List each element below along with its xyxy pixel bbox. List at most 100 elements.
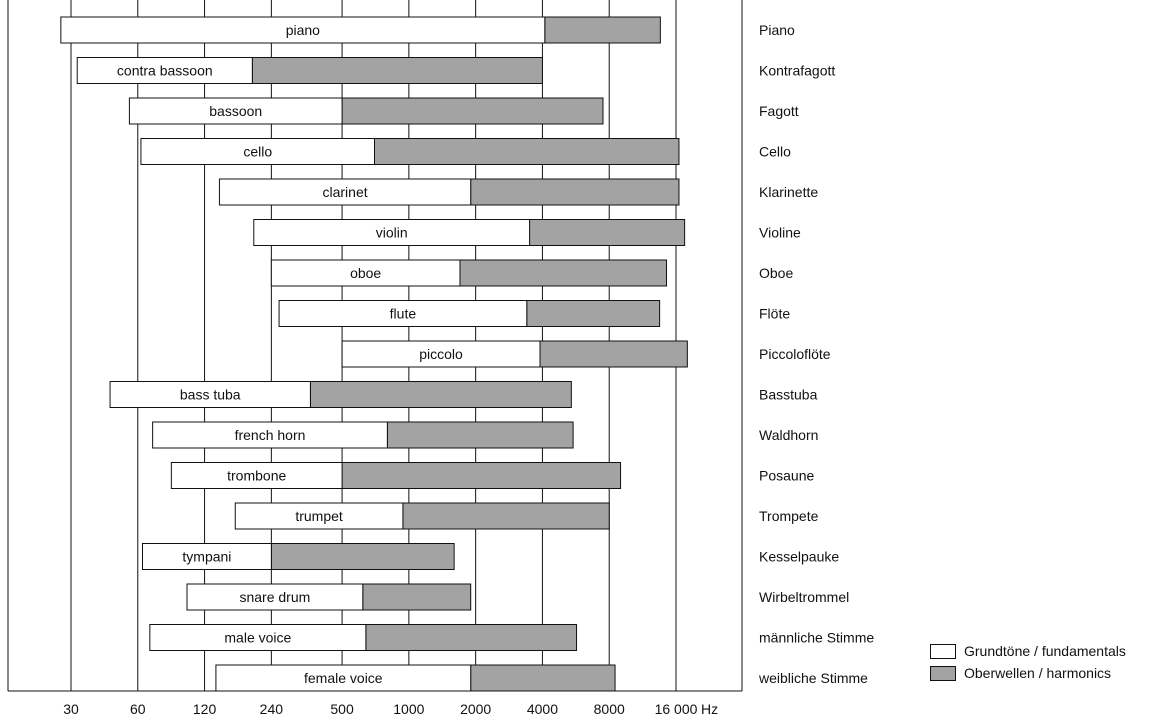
instrument-label-en: flute — [390, 306, 417, 322]
german-labels: Piano Kontrafagott Fagott Cello Klarinette Vi… — [758, 22, 874, 686]
instrument-label-en: trombone — [227, 468, 286, 484]
x-tick-label: 240 — [260, 701, 284, 717]
x-unit-label: Hz — [701, 701, 718, 717]
instrument-label-de: Oboe — [759, 265, 793, 281]
x-tick-label: 1000 — [393, 701, 424, 717]
fundamental-bar — [253, 219, 531, 246]
instrument-label-en: piano — [286, 22, 320, 38]
instrument-row: tympani — [141, 543, 455, 570]
instrument-label-de: Basstuba — [759, 387, 818, 403]
harmonics-bar — [539, 340, 688, 368]
instrument-row: flute — [278, 300, 661, 327]
harmonics-bar — [459, 259, 668, 287]
harmonics-bar — [251, 57, 543, 84]
instrument-label-en: cello — [243, 144, 272, 160]
fundamental-bar — [270, 259, 461, 287]
harmonics-bar — [362, 583, 472, 611]
instrument-row: trombone — [170, 462, 622, 489]
x-tick-label: 60 — [130, 701, 146, 717]
fundamental-bar — [141, 543, 272, 570]
instrument-row: bass tuba — [109, 381, 572, 408]
instrument-row: clarinet — [218, 178, 680, 206]
instrument-label-en: bassoon — [209, 103, 262, 119]
instrument-label-de: Kontrafagott — [759, 63, 835, 79]
fundamental-bar — [186, 583, 364, 611]
instrument-label-en: tympani — [182, 549, 231, 565]
fundamental-bar — [341, 340, 541, 368]
harmonics-bar — [373, 138, 680, 165]
harmonics-bar — [386, 421, 574, 449]
instrument-label-de: Klarinette — [759, 184, 818, 200]
harmonics-bar — [309, 381, 572, 408]
instrument-label-de: weibliche Stimme — [758, 670, 868, 686]
fundamental-bar — [149, 624, 367, 651]
x-tick-label: 4000 — [527, 701, 558, 717]
harmonics-bar — [402, 502, 610, 530]
instrument-row: french horn — [152, 421, 574, 449]
instrument-label-de: Trompete — [759, 508, 819, 524]
harmonics-bar — [526, 300, 661, 327]
instrument-label-en: contra bassoon — [117, 63, 213, 79]
instrument-label-de: Waldhorn — [759, 427, 818, 443]
legend-item-harmonics: Oberwellen / harmonics — [930, 662, 1126, 684]
harmonics-bar — [470, 664, 616, 692]
legend-item-fundamentals: Grundtöne / fundamentals — [930, 640, 1126, 662]
instrument-label-en: piccolo — [419, 346, 463, 362]
fundamental-bar — [278, 300, 528, 327]
instrument-label-en: french horn — [235, 427, 306, 443]
instrument-label-de: Piccoloflöte — [759, 346, 831, 362]
instrument-row: male voice — [149, 624, 578, 651]
x-tick-label: 16 000 — [655, 701, 698, 717]
instrument-label-de: Cello — [759, 144, 791, 160]
instrument-label-de: Piano — [759, 22, 795, 38]
x-tick-label: 30 — [63, 701, 79, 717]
fundamental-bar — [128, 97, 343, 125]
instrument-row: piano — [60, 16, 661, 44]
instrument-row: piccolo — [341, 340, 688, 368]
fundamental-bar — [234, 502, 404, 530]
fundamental-bar — [140, 138, 375, 165]
instrument-label-de: Violine — [759, 225, 801, 241]
instrument-row: bassoon — [128, 97, 604, 125]
harmonics-bar — [365, 624, 578, 651]
instrument-label-en: trumpet — [295, 508, 343, 524]
harmonics-bar — [544, 16, 661, 44]
legend-label-harmonics: Oberwellen / harmonics — [964, 665, 1112, 681]
instrument-label-de: Flöte — [759, 306, 790, 322]
bars: piano contra bassoon bassoon cello clarinet v… — [60, 16, 688, 692]
x-tick-label: 2000 — [460, 701, 491, 717]
instrument-label-en: oboe — [350, 265, 381, 281]
instrument-label-de: Wirbeltrommel — [759, 589, 849, 605]
harmonics-bar — [529, 219, 686, 246]
instrument-label-de: Posaune — [759, 468, 814, 484]
harmonics-bar — [341, 462, 622, 489]
instrument-label-en: clarinet — [322, 184, 367, 200]
instrument-label-de: Fagott — [759, 103, 799, 119]
fundamental-bar — [109, 381, 311, 408]
instrument-row: cello — [140, 138, 680, 165]
instrument-label-de: männliche Stimme — [759, 630, 874, 646]
legend-swatch-fundamentals — [930, 643, 956, 659]
instrument-label-en: violin — [376, 225, 408, 241]
fundamental-bar — [152, 421, 388, 449]
x-tick-label: 8000 — [594, 701, 625, 717]
instrument-label-en: female voice — [304, 670, 383, 686]
instrument-row: trumpet — [234, 502, 610, 530]
harmonics-bar — [470, 178, 680, 206]
fundamental-bar — [60, 16, 546, 44]
fundamental-bar — [170, 462, 343, 489]
instrument-row: oboe — [270, 259, 668, 287]
instrument-label-en: snare drum — [239, 589, 310, 605]
instrument-label-de: Kesselpauke — [759, 549, 839, 565]
x-tick-label: 120 — [193, 701, 217, 717]
legend: Grundtöne / fundamentals Oberwellen / ha… — [930, 640, 1126, 684]
instrument-row: female voice — [215, 664, 616, 692]
x-axis-ticks: 30 60 120 240 500 1000 2000 4000 8000 16 000 Hz — [63, 701, 718, 717]
instrument-row: violin — [253, 219, 686, 246]
instrument-row: snare drum — [186, 583, 472, 611]
instrument-row: contra bassoon — [76, 57, 543, 84]
legend-swatch-harmonics — [930, 665, 956, 681]
instrument-label-en: bass tuba — [180, 387, 241, 403]
fundamental-bar — [76, 57, 253, 84]
